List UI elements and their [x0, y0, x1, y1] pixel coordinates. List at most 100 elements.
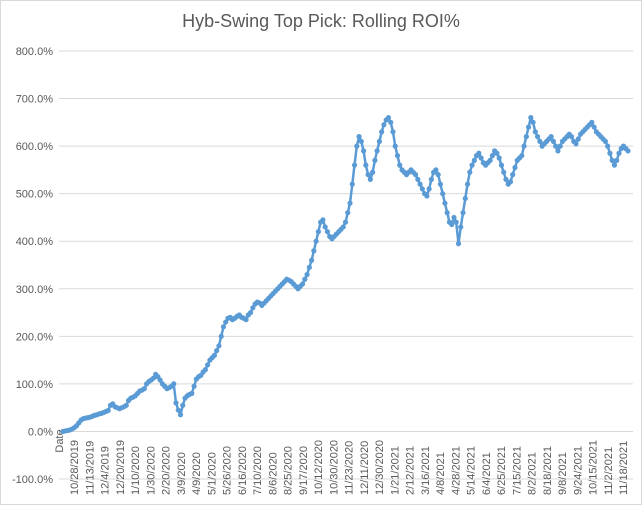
data-point: [510, 172, 516, 178]
data-point: [141, 386, 147, 392]
x-tick-label: 3/16/2021: [420, 446, 432, 495]
data-point: [525, 124, 532, 130]
x-tick-label: 6/25/2021: [496, 446, 508, 495]
data-point: [435, 172, 441, 178]
data-point: [532, 129, 538, 135]
chart-title: Hyb-Swing Top Pick: Rolling ROI%: [182, 11, 460, 31]
data-point: [494, 150, 500, 156]
data-point: [299, 281, 306, 287]
data-point: [189, 390, 195, 396]
data-point: [177, 412, 184, 418]
data-point: [575, 136, 581, 142]
x-tick-label: 3/9/2020: [176, 452, 188, 495]
data-point: [496, 155, 502, 161]
x-tick-label: 4/8/2021: [435, 452, 447, 495]
data-point: [507, 179, 514, 185]
data-point: [365, 172, 371, 178]
y-tick-label: 0.0%: [28, 426, 53, 438]
data-point: [105, 407, 111, 414]
x-tick-label: 5/26/2020: [222, 446, 234, 495]
data-point: [453, 219, 459, 225]
data-point: [550, 138, 557, 144]
x-tick-label: 5/14/2021: [466, 446, 478, 495]
data-point: [451, 214, 457, 221]
data-point: [211, 352, 218, 358]
x-tick-label: 8/25/2020: [283, 446, 295, 495]
data-point: [349, 181, 355, 187]
data-point: [372, 157, 378, 163]
x-tick-label: 1/10/2020: [130, 446, 142, 495]
x-tick-label: 8/2/2021: [527, 452, 539, 495]
x-tick-label: 12/4/2019: [100, 446, 112, 495]
data-point: [347, 200, 353, 206]
x-tick-label: 1/30/2020: [145, 446, 157, 495]
x-tick-label: 11/2/2021: [603, 447, 615, 495]
y-tick-label: 800.0%: [16, 46, 54, 58]
x-tick-label: 11/23/2020: [344, 441, 356, 495]
x-tick-label: Date: [54, 429, 66, 452]
data-point: [467, 169, 473, 175]
x-tick-label: 2/20/2020: [161, 446, 173, 495]
data-point: [123, 402, 129, 408]
data-point: [476, 150, 482, 156]
y-tick-label: 700.0%: [16, 94, 54, 106]
data-point: [367, 176, 373, 182]
x-tick-label: 7/15/2021: [511, 446, 523, 495]
data-point: [611, 162, 618, 168]
data-point: [464, 181, 471, 187]
data-point: [625, 148, 631, 154]
y-tick-label: 200.0%: [16, 331, 54, 343]
data-point: [390, 129, 396, 135]
data-point: [521, 143, 527, 149]
data-point: [356, 134, 362, 140]
data-point: [489, 153, 495, 159]
data-point: [220, 324, 227, 330]
data-point: [214, 348, 220, 354]
data-point: [175, 407, 181, 413]
data-point: [553, 143, 559, 149]
data-point: [449, 221, 455, 228]
x-tick-label: 11/13/2019: [84, 441, 96, 495]
x-tick-label: 12/30/2020: [374, 440, 386, 495]
y-tick-label: 100.0%: [16, 379, 54, 391]
data-point: [498, 162, 505, 168]
x-tick-label: 10/28/2019: [69, 440, 81, 495]
data-point: [426, 186, 432, 192]
data-point: [376, 138, 382, 144]
data-point: [223, 319, 229, 325]
data-point: [345, 210, 351, 216]
x-tick-label: 9/8/2021: [557, 452, 569, 495]
data-point: [180, 402, 186, 408]
data-point: [358, 138, 364, 144]
data-point: [548, 134, 554, 140]
data-point: [218, 333, 224, 339]
data-point: [250, 305, 256, 311]
data-point: [397, 162, 403, 168]
data-point: [374, 148, 380, 154]
data-point: [462, 195, 468, 202]
data-point: [311, 248, 317, 254]
data-point: [340, 224, 346, 230]
data-point: [150, 375, 156, 381]
x-tick-label: 6/16/2020: [237, 446, 249, 495]
data-point: [591, 124, 597, 130]
x-tick-label: 9/24/2021: [572, 446, 584, 495]
data-point: [306, 264, 312, 270]
y-tick-label: 400.0%: [16, 236, 54, 248]
data-point: [324, 229, 331, 235]
data-point: [501, 169, 507, 175]
x-tick-label: 10/12/2020: [313, 440, 325, 495]
data-point: [487, 157, 493, 163]
data-point: [614, 157, 620, 163]
data-point: [440, 191, 446, 197]
data-point: [216, 343, 222, 349]
data-point: [458, 224, 464, 230]
data-point: [589, 119, 595, 125]
data-point: [320, 217, 326, 223]
data-point: [394, 153, 401, 159]
x-tick-label: 6/4/2021: [481, 452, 493, 495]
data-point: [555, 148, 561, 154]
data-point: [523, 134, 529, 140]
